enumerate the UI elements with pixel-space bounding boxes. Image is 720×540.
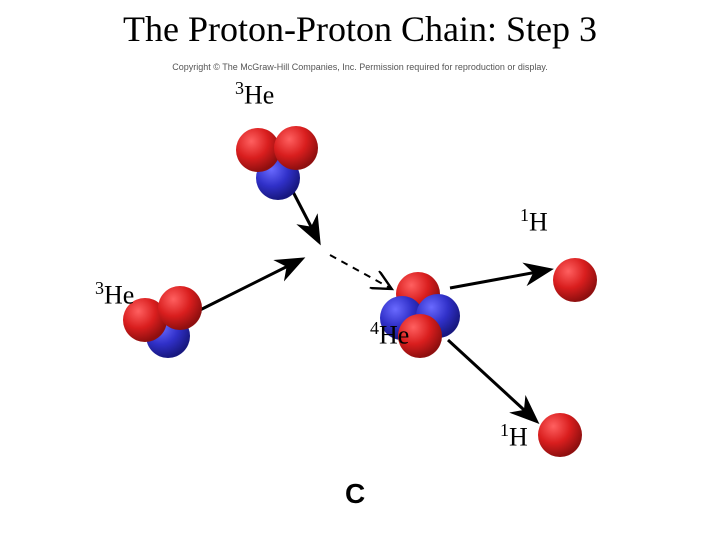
arrow-1 (200, 260, 300, 310)
proton-sphere (158, 286, 202, 330)
proton-sphere (538, 413, 582, 457)
element-symbol: He (104, 281, 134, 310)
arrows-group (200, 186, 548, 420)
arrow-2 (330, 255, 390, 288)
panel-label: C (345, 478, 365, 510)
label-h1_bot: 1H (500, 420, 528, 453)
nucleus-he3_top (236, 126, 318, 200)
nucleus-he3_left (123, 286, 202, 358)
mass-number: 1 (500, 420, 509, 440)
nucleus-h1_top (553, 258, 597, 302)
label-h1_top: 1H (520, 205, 548, 238)
mass-number: 1 (520, 205, 529, 225)
proton-sphere (274, 126, 318, 170)
arrow-0 (290, 186, 318, 240)
proton-sphere (236, 128, 280, 172)
mass-number: 4 (370, 318, 379, 338)
label-he3_top: 3He (235, 78, 274, 111)
mass-number: 3 (235, 78, 244, 98)
arrow-4 (448, 340, 535, 420)
proton-sphere (553, 258, 597, 302)
diagram-canvas (0, 0, 720, 540)
nucleus-h1_bot (538, 413, 582, 457)
label-he4: 4He (370, 318, 409, 351)
element-symbol: H (509, 423, 528, 452)
element-symbol: He (244, 81, 274, 110)
mass-number: 3 (95, 278, 104, 298)
element-symbol: He (379, 321, 409, 350)
arrow-3 (450, 270, 548, 288)
label-he3_left: 3He (95, 278, 134, 311)
nuclei-group (123, 126, 597, 457)
element-symbol: H (529, 208, 548, 237)
